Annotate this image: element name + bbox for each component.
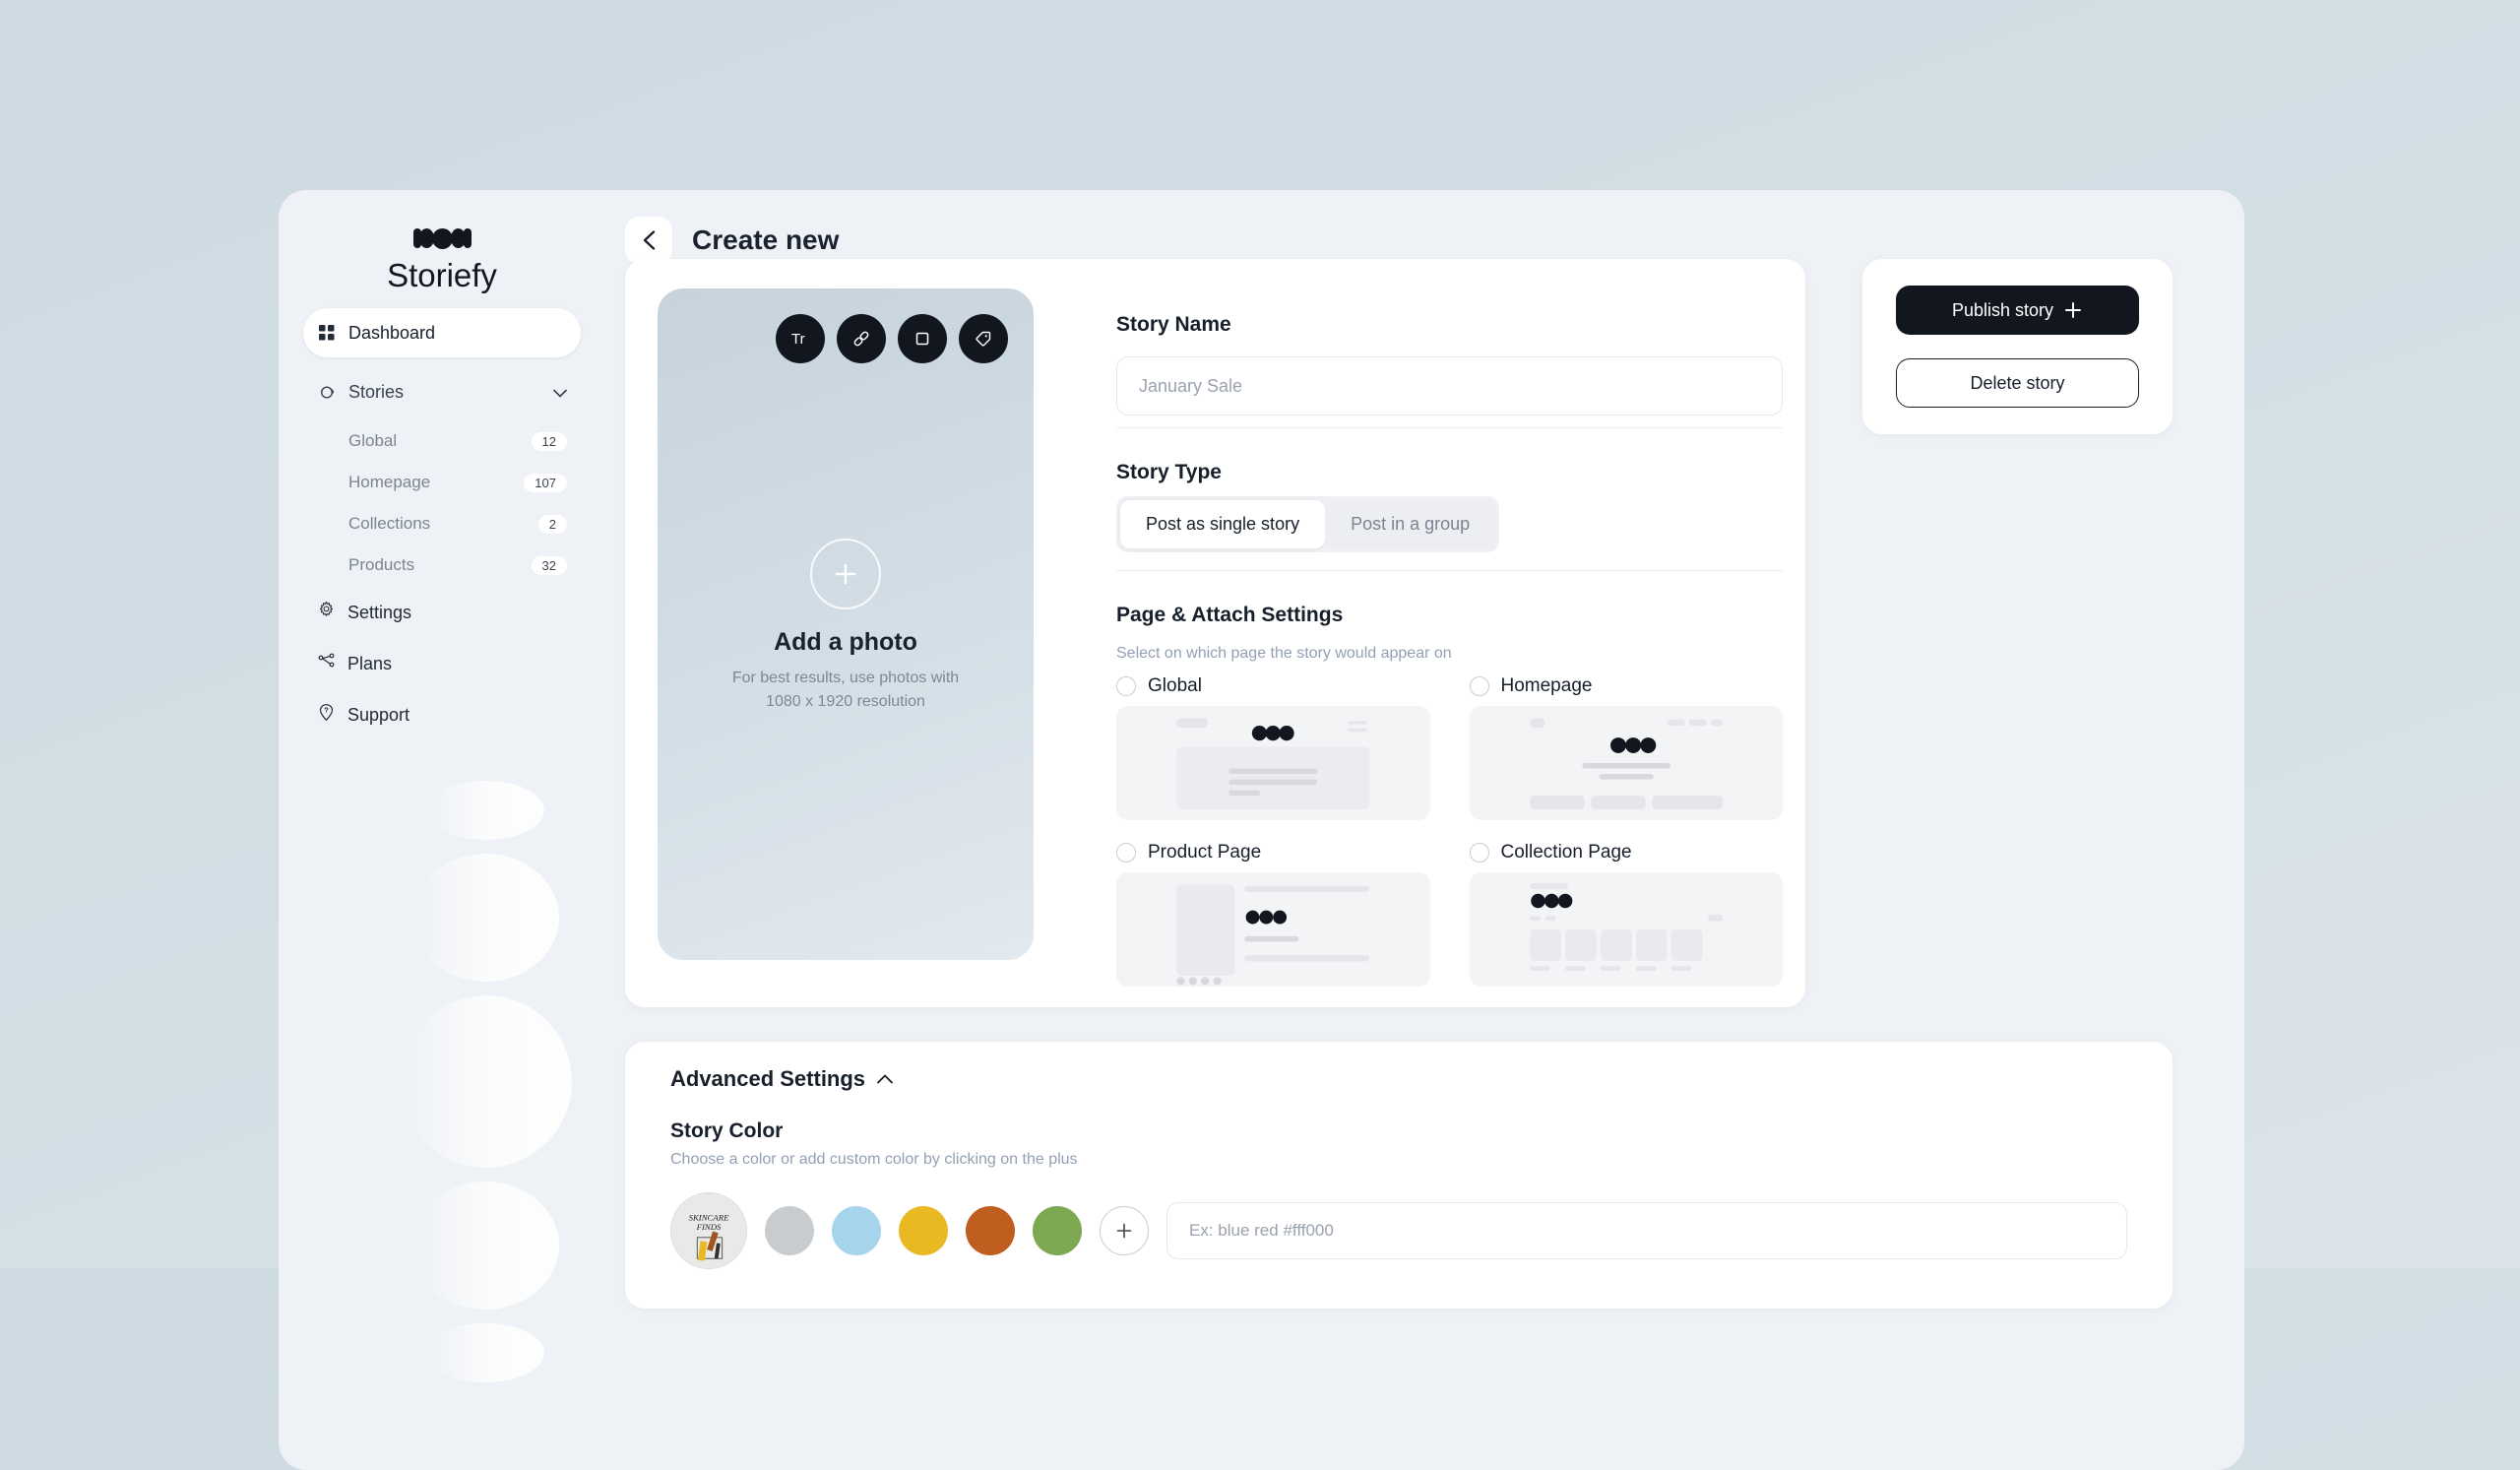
svg-text:Tr: Tr [791,331,805,348]
svg-text:SKINCARE: SKINCARE [689,1212,729,1222]
svg-text:FINDS: FINDS [696,1222,722,1232]
